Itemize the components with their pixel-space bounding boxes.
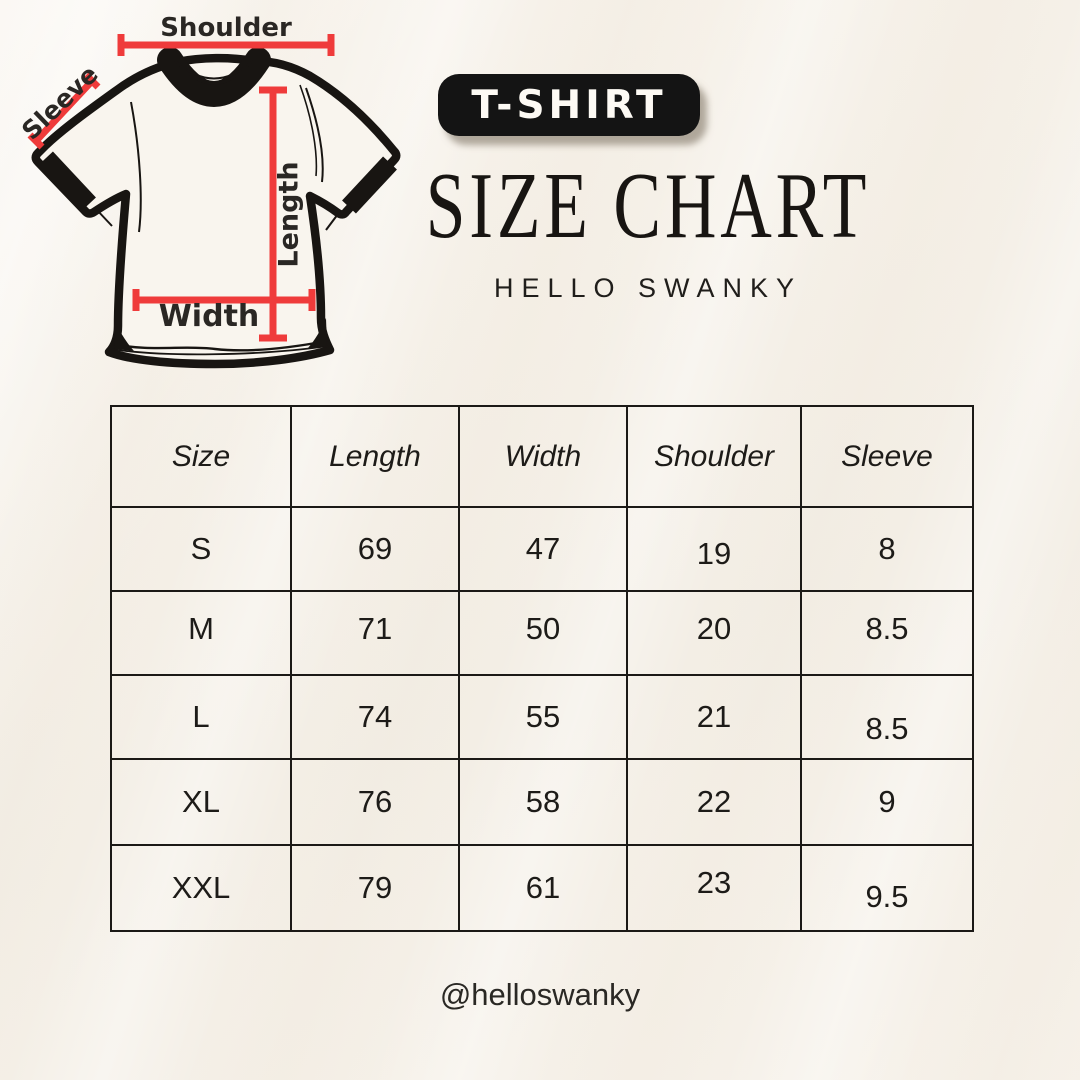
cell-shoulder: 21 [626, 674, 802, 760]
tshirt-crease-right [305, 87, 324, 183]
tshirt-collar-seam-2 [174, 60, 254, 80]
cell-sleeve: 8.5 [800, 674, 974, 760]
cell-width: 47 [458, 506, 628, 592]
page-title: SIZE CHART [425, 154, 871, 258]
cell-length: 69 [290, 506, 460, 592]
cell-length: 71 [290, 590, 460, 676]
table-row-xl: XL 76 58 22 9 [110, 758, 974, 846]
social-handle: @helloswanky [439, 977, 641, 1012]
size-table-header-row: Size Length Width Shoulder Sleeve [110, 405, 974, 508]
tshirt-measurement-diagram: Shoulder Sleeve Length Width [0, 0, 430, 400]
sleeve-cap-bottom [27, 132, 45, 150]
cell-size: L [110, 674, 292, 760]
col-header-sleeve: Sleeve [800, 405, 974, 508]
size-table: Size Length Width Shoulder Sleeve S 69 4… [110, 405, 974, 932]
tshirt-crease-left [130, 101, 142, 233]
cell-shoulder: 23 [626, 844, 802, 932]
cell-size: XL [110, 758, 292, 846]
width-label: Width [158, 299, 260, 334]
tshirt-illustration [27, 34, 401, 369]
cell-length: 79 [290, 844, 460, 932]
cell-width: 55 [458, 674, 628, 760]
tshirt-hem-seam [112, 339, 328, 352]
table-row-m: M 71 50 20 8.5 [110, 590, 974, 676]
cell-sleeve: 9 [800, 758, 974, 846]
tshirt-hem-fold-right [308, 318, 327, 348]
shoulder-label: Shoulder [160, 13, 292, 43]
cell-width: 58 [458, 758, 628, 846]
brand-name: HELLO SWANKY [493, 273, 803, 303]
cell-width: 61 [458, 844, 628, 932]
cell-sleeve: 8.5 [800, 590, 974, 676]
tshirt-armpit-right [325, 213, 339, 231]
col-header-width: Width [458, 405, 628, 508]
table-row-s: S 69 47 19 8 [110, 506, 974, 592]
tshirt-body [31, 53, 401, 369]
tshirt-hem-fold-left [114, 320, 134, 351]
tshirt-crease-right-2 [299, 84, 318, 177]
tshirt-right-cuff [342, 156, 397, 214]
cell-length: 76 [290, 758, 460, 846]
tshirt-armpit-left [95, 208, 113, 227]
sleeve-measure-line [33, 78, 95, 144]
length-label: Length [273, 161, 305, 268]
cell-width: 50 [458, 590, 628, 676]
cell-size: M [110, 590, 292, 676]
col-header-size: Size [110, 405, 292, 508]
tshirt-hem-seam-2 [111, 345, 329, 356]
col-header-shoulder: Shoulder [626, 405, 802, 508]
cell-shoulder: 19 [626, 506, 802, 592]
cell-sleeve: 8 [800, 506, 974, 592]
cell-size: XXL [110, 844, 292, 932]
tshirt-collar [157, 47, 271, 107]
cell-size: S [110, 506, 292, 592]
sleeve-cap-top [83, 72, 101, 90]
table-row-xxl: XXL 79 61 23 9.5 [110, 844, 974, 932]
cell-shoulder: 22 [626, 758, 802, 846]
cell-length: 74 [290, 674, 460, 760]
tshirt-badge: T-SHIRT [438, 74, 700, 136]
col-header-length: Length [290, 405, 460, 508]
cell-shoulder: 20 [626, 590, 802, 676]
measurement-lines [27, 34, 335, 342]
tshirt-left-cuff [39, 151, 96, 211]
tshirt-collar-seam [177, 62, 251, 85]
table-row-l: L 74 55 21 8.5 [110, 674, 974, 760]
cell-sleeve: 9.5 [800, 844, 974, 932]
